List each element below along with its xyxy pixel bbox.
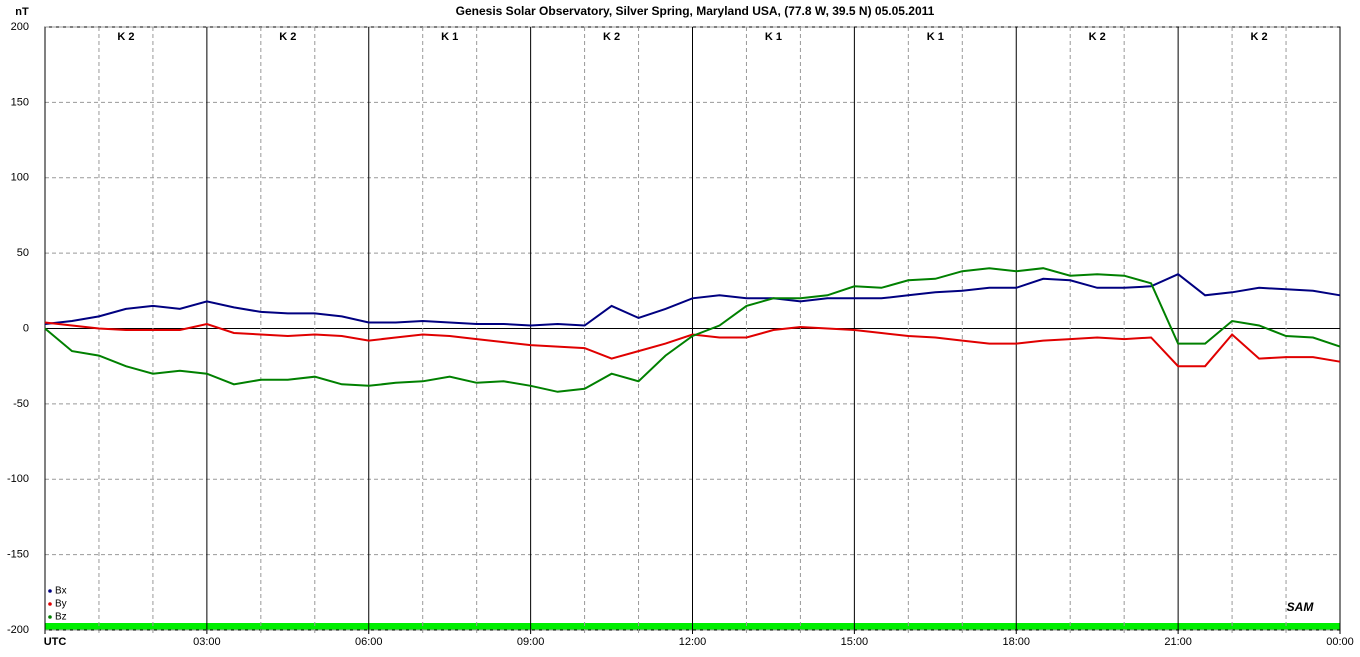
y-tick-label: 0: [23, 322, 29, 334]
x-tick-label: 15:00: [841, 636, 869, 648]
x-tick-label: 06:00: [355, 636, 383, 648]
k-index-label: K 2: [117, 31, 134, 43]
legend-marker: [48, 589, 52, 593]
k-index-label: K 1: [765, 31, 782, 43]
y-tick-label: 150: [11, 96, 29, 108]
x-tick-label: 09:00: [517, 636, 545, 648]
k-index-label: K 2: [603, 31, 620, 43]
x-tick-label: 21:00: [1164, 636, 1192, 648]
k-index-label: K 2: [1089, 31, 1106, 43]
y-tick-label: -200: [7, 624, 29, 636]
chart-title: Genesis Solar Observatory, Silver Spring…: [456, 4, 935, 18]
x-tick-label: 00:00: [1326, 636, 1354, 648]
x-tick-label: 12:00: [679, 636, 707, 648]
y-tick-label: 200: [11, 21, 29, 33]
y-tick-label: 50: [17, 247, 29, 259]
x-tick-label: UTC: [44, 636, 67, 648]
x-tick-label: 18:00: [1002, 636, 1030, 648]
y-tick-label: -100: [7, 473, 29, 485]
data-line: [44, 273, 1341, 327]
logo: SAM: [1287, 600, 1315, 614]
k-index-label: K 1: [441, 31, 458, 43]
y-axis-label: nT: [15, 6, 29, 18]
k-index-label: K 2: [279, 31, 296, 43]
y-tick-label: -50: [13, 398, 29, 410]
k-index-label: K 2: [1251, 31, 1268, 43]
legend-label: Bz: [55, 612, 67, 623]
legend-marker: [48, 602, 52, 606]
data-line: [44, 267, 1341, 393]
k-index-label: K 1: [927, 31, 944, 43]
legend-marker: [48, 615, 52, 619]
data-line: [44, 321, 1341, 368]
legend-label: Bx: [55, 586, 67, 597]
y-tick-label: 100: [11, 172, 29, 184]
y-tick-label: -150: [7, 549, 29, 561]
legend-label: By: [55, 599, 67, 610]
x-tick-label: 03:00: [193, 636, 221, 648]
